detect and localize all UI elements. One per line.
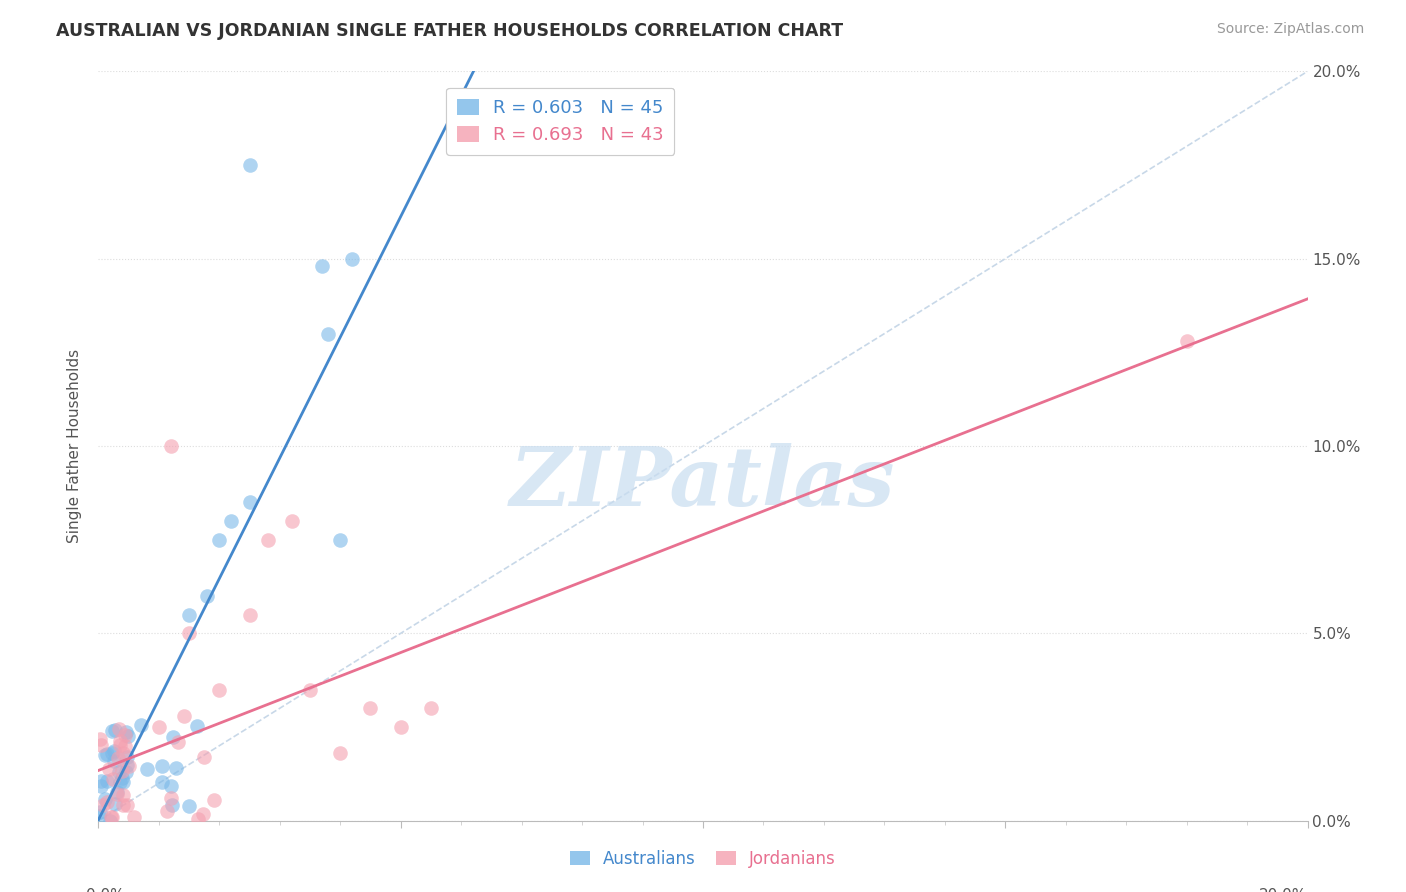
Point <box>114 729 136 743</box>
Point <box>239 607 262 622</box>
Point <box>98 814 121 828</box>
Point <box>256 533 278 547</box>
Point <box>115 764 138 779</box>
Point <box>91 797 114 812</box>
Point <box>115 797 138 812</box>
Point <box>110 738 132 752</box>
Point <box>101 772 124 787</box>
Point <box>111 746 134 760</box>
Point <box>111 764 134 778</box>
Point <box>118 759 141 773</box>
Point <box>160 779 183 793</box>
Point <box>103 754 125 768</box>
Point <box>136 762 159 776</box>
Point <box>111 771 134 785</box>
Point <box>162 731 184 745</box>
Point <box>329 746 352 760</box>
Point <box>299 682 322 697</box>
Point <box>108 764 131 779</box>
Point <box>166 735 188 749</box>
Point <box>186 719 208 733</box>
Point <box>117 729 139 743</box>
Point <box>115 749 138 764</box>
Point <box>108 734 131 748</box>
Point <box>89 738 111 752</box>
Point <box>165 760 187 774</box>
Point <box>389 720 412 734</box>
Point <box>94 748 117 763</box>
Point <box>114 739 136 753</box>
Point <box>281 514 304 528</box>
Point <box>208 682 231 697</box>
Text: AUSTRALIAN VS JORDANIAN SINGLE FATHER HOUSEHOLDS CORRELATION CHART: AUSTRALIAN VS JORDANIAN SINGLE FATHER HO… <box>56 22 844 40</box>
Point <box>96 773 118 788</box>
Point <box>160 798 183 813</box>
Point <box>191 806 214 821</box>
Point <box>150 775 173 789</box>
Point <box>360 701 382 715</box>
Point <box>111 798 134 813</box>
Point <box>159 791 181 805</box>
Point <box>129 718 152 732</box>
Point <box>110 775 132 789</box>
Point <box>90 779 112 793</box>
Point <box>96 795 118 809</box>
Point <box>420 701 443 715</box>
Point <box>101 810 124 824</box>
Point <box>115 725 138 739</box>
Point <box>156 804 179 818</box>
Point <box>239 158 262 172</box>
Legend: R = 0.603   N = 45, R = 0.693   N = 43: R = 0.603 N = 45, R = 0.693 N = 43 <box>446 88 675 155</box>
Point <box>195 589 218 603</box>
Point <box>111 774 134 789</box>
Text: ZIPatlas: ZIPatlas <box>510 443 896 524</box>
Legend: Australians, Jordanians: Australians, Jordanians <box>564 844 842 875</box>
Point <box>103 744 125 758</box>
Point <box>187 813 209 827</box>
Point <box>94 791 117 805</box>
Text: 0.0%: 0.0% <box>86 888 125 892</box>
Point <box>208 533 231 547</box>
Point <box>160 439 183 453</box>
Point <box>105 787 128 801</box>
Point <box>1175 334 1198 348</box>
Point <box>107 751 129 765</box>
Point <box>179 607 201 622</box>
Point <box>329 533 352 547</box>
Point <box>89 731 111 746</box>
Point <box>108 723 131 737</box>
Point <box>316 326 339 341</box>
Point <box>89 808 111 822</box>
Point <box>100 746 122 760</box>
Point <box>104 797 127 811</box>
Point <box>96 747 118 762</box>
Point <box>193 749 215 764</box>
Point <box>152 759 174 773</box>
Point <box>100 810 122 824</box>
Text: Source: ZipAtlas.com: Source: ZipAtlas.com <box>1216 22 1364 37</box>
Point <box>104 723 127 738</box>
Text: 20.0%: 20.0% <box>1260 888 1308 892</box>
Point <box>173 709 195 723</box>
Point <box>179 626 201 640</box>
Point <box>179 798 201 813</box>
Point <box>101 724 124 739</box>
Point <box>239 495 262 509</box>
Point <box>311 259 333 273</box>
Point <box>221 514 243 528</box>
Y-axis label: Single Father Households: Single Father Households <box>67 349 83 543</box>
Point <box>202 793 225 807</box>
Point <box>89 805 111 819</box>
Point <box>342 252 364 266</box>
Point <box>111 788 134 802</box>
Point <box>115 758 138 772</box>
Point <box>105 785 128 799</box>
Point <box>148 720 170 734</box>
Point <box>122 810 145 824</box>
Point <box>90 774 112 789</box>
Point <box>98 762 121 776</box>
